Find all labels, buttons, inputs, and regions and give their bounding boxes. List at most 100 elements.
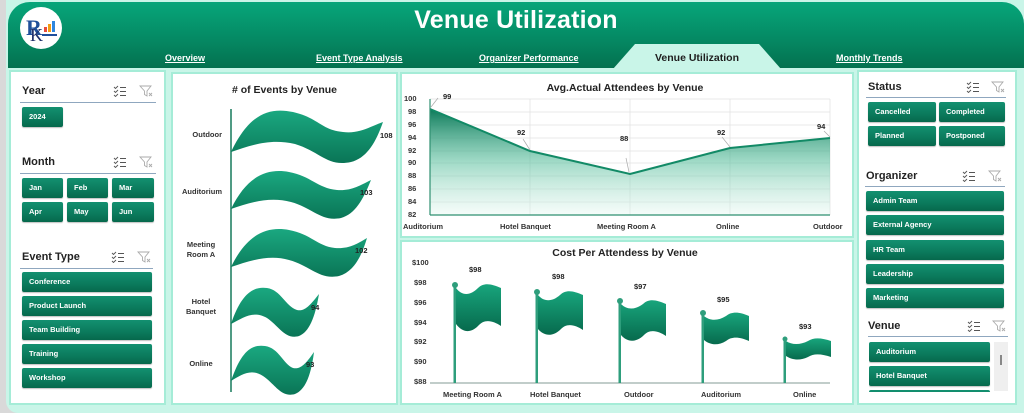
x-tick: Hotel Banquet <box>500 222 551 231</box>
chart-title: # of Events by Venue <box>231 84 338 96</box>
category-label-line: Hotel <box>191 297 211 306</box>
active-tab-shape <box>613 44 781 69</box>
page-title: Venue Utilization <box>414 6 618 34</box>
event-type-chip-workshop[interactable]: Workshop <box>22 368 152 388</box>
multi-select-icon[interactable] <box>962 170 976 182</box>
organizer-chip-hr-team[interactable]: HR Team <box>866 240 1004 260</box>
data-label: 99 <box>443 92 452 101</box>
slicer-divider <box>865 186 1005 187</box>
y-tick: 86 <box>408 184 417 193</box>
data-label: 103 <box>360 188 373 197</box>
y-tick: 92 <box>408 146 417 155</box>
status-chip-planned[interactable]: Planned <box>868 126 936 146</box>
y-tick: 96 <box>408 120 417 129</box>
slicer-divider <box>866 97 1006 98</box>
tab-venue-utilization[interactable]: Venue Utilization <box>613 44 781 69</box>
x-tick: Outdoor <box>624 390 654 399</box>
event-type-chip-conference[interactable]: Conference <box>22 272 152 292</box>
month-chip-jan[interactable]: Jan <box>22 178 63 198</box>
slicer-divider <box>868 336 1008 337</box>
tab-venue-utilization-label: Venue Utilization <box>654 52 739 64</box>
data-label: 94 <box>817 122 826 131</box>
x-tick: Auditorium <box>403 222 443 231</box>
events-by-venue-plot <box>230 109 383 395</box>
month-chip-jun[interactable]: Jun <box>112 202 154 222</box>
x-tick: Outdoor <box>813 222 843 231</box>
y-tick: $98 <box>414 278 427 287</box>
category-label-line: Meeting <box>186 240 216 249</box>
multi-select-icon[interactable] <box>113 156 127 168</box>
venue-chip-partial[interactable] <box>869 390 990 392</box>
clear-filter-icon[interactable] <box>992 320 1006 332</box>
data-label: 93 <box>306 360 315 369</box>
y-tick: 94 <box>408 133 417 142</box>
tab-monthly-trends[interactable]: Monthly Trends <box>836 53 903 63</box>
clear-filter-icon[interactable] <box>139 156 153 168</box>
organizer-chip-marketing[interactable]: Marketing <box>866 288 1004 308</box>
venue-scrollbar[interactable] <box>994 342 1008 391</box>
y-tick: $94 <box>414 318 427 327</box>
event-type-chip-team-building[interactable]: Team Building <box>22 320 152 340</box>
category-label: Meeting Room A <box>180 240 222 260</box>
month-chip-feb[interactable]: Feb <box>67 178 108 198</box>
status-chip-cancelled[interactable]: Cancelled <box>868 102 936 122</box>
data-label: $93 <box>799 322 812 331</box>
slicer-divider <box>20 173 156 174</box>
data-label: $98 <box>469 265 482 274</box>
organizer-chip-admin-team[interactable]: Admin Team <box>866 191 1004 211</box>
data-label: $95 <box>717 295 730 304</box>
status-chip-completed[interactable]: Completed <box>939 102 1005 122</box>
venue-chip-hotel-banquet[interactable]: Hotel Banquet <box>869 366 990 386</box>
y-tick: $92 <box>414 337 427 346</box>
data-label: $97 <box>634 282 647 291</box>
year-slicer-title: Year <box>22 85 46 97</box>
y-tick: 82 <box>408 210 417 219</box>
x-tick: Auditorium <box>701 390 741 399</box>
status-chip-postponed[interactable]: Postponed <box>939 126 1005 146</box>
category-label: Hotel Banquet <box>180 297 222 317</box>
chart-title: Avg.Actual Attendees by Venue <box>546 82 704 94</box>
venue-chip-auditorium[interactable]: Auditorium <box>869 342 990 362</box>
event-type-chip-product-launch[interactable]: Product Launch <box>22 296 152 316</box>
organizer-slicer-title: Organizer <box>866 170 918 182</box>
multi-select-icon[interactable] <box>966 81 980 93</box>
category-label-line: Room A <box>186 250 216 259</box>
cost-per-attendee-plot <box>430 282 831 384</box>
tab-overview[interactable]: Overview <box>165 53 206 63</box>
venue-list: Auditorium Hotel Banquet <box>869 340 991 392</box>
multi-select-icon[interactable] <box>113 85 127 97</box>
scrollbar-thumb[interactable] <box>1000 355 1002 365</box>
multi-select-icon[interactable] <box>967 320 981 332</box>
multi-select-icon[interactable] <box>111 251 125 263</box>
data-label: 102 <box>355 246 368 255</box>
company-logo: R K <box>20 7 62 49</box>
svg-text:R: R <box>26 15 43 40</box>
organizer-chip-external-agency[interactable]: External Agency <box>866 215 1004 235</box>
y-tick: $88 <box>414 377 427 386</box>
data-label: $98 <box>552 272 565 281</box>
organizer-chip-leadership[interactable]: Leadership <box>866 264 1004 284</box>
clear-filter-icon[interactable] <box>139 85 153 97</box>
tab-organizer-performance[interactable]: Organizer Performance <box>479 53 579 63</box>
x-tick: Meeting Room A <box>443 390 502 399</box>
month-chip-may[interactable]: May <box>67 202 108 222</box>
year-chip[interactable]: 2024 <box>22 107 63 127</box>
month-chip-apr[interactable]: Apr <box>22 202 63 222</box>
tab-event-type-analysis[interactable]: Event Type Analysis <box>316 53 403 63</box>
clear-filter-icon[interactable] <box>137 251 151 263</box>
event-type-chip-training[interactable]: Training <box>22 344 152 364</box>
month-chip-mar[interactable]: Mar <box>112 178 154 198</box>
clear-filter-icon[interactable] <box>988 170 1002 182</box>
data-label: 92 <box>717 128 726 137</box>
logo-icon: R K <box>26 15 57 45</box>
data-label: 108 <box>380 131 393 140</box>
data-label: 92 <box>517 128 526 137</box>
y-tick: $90 <box>414 357 427 366</box>
clear-filter-icon[interactable] <box>991 81 1005 93</box>
y-tick: 100 <box>404 94 417 103</box>
data-label: 88 <box>620 134 629 143</box>
avg-attendees-plot <box>429 97 831 216</box>
data-label: 94 <box>311 303 320 312</box>
y-tick: 88 <box>408 171 417 180</box>
category-label: Auditorium <box>182 187 222 196</box>
